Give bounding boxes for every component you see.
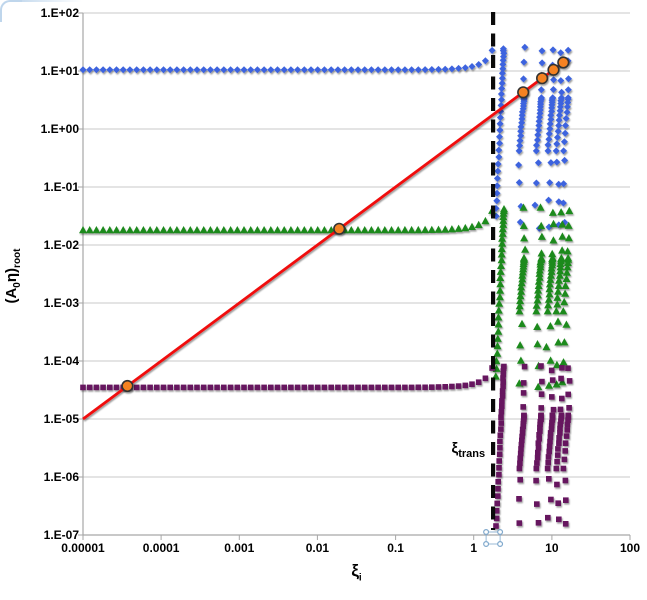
x-tick-label: 0.01: [305, 541, 330, 555]
y-tick-label: 1.E-01: [43, 180, 79, 194]
x-tick-label: 0.1: [387, 541, 404, 555]
y-tick-label: 1.E-02: [43, 238, 79, 252]
x-tick-label: 0.0001: [142, 541, 180, 555]
x-axis-title: ξi: [351, 561, 362, 584]
y-tick-label: 1.E-05: [43, 412, 79, 426]
y-tick-label: 1.E+00: [40, 122, 79, 136]
xi-trans-label: ξtrans: [451, 440, 486, 460]
y-tick-label: 1.E-07: [43, 528, 79, 542]
series-third-root-squares: [80, 363, 573, 529]
axes: [78, 12, 631, 540]
y-tick-label: 1.E-04: [43, 354, 79, 368]
x-tick-label: 100: [619, 541, 641, 555]
intersection-points: [121, 56, 570, 393]
y-tick-label: 1.E+01: [40, 64, 79, 78]
y-tick-label: 1.E-06: [43, 470, 79, 484]
red-trend-line: [82, 61, 565, 421]
window-corner-decoration: [0, 0, 22, 22]
y-tick-label: 1.E+02: [40, 6, 79, 20]
series-second-root-triangles: [79, 203, 574, 390]
y-axis-title: (A0η)root: [3, 248, 23, 304]
x-tick-label: 0.001: [224, 541, 255, 555]
x-tick-label: 10: [545, 541, 559, 555]
y-tick-label: 1.E-03: [43, 296, 79, 310]
gridlines: [83, 12, 630, 478]
selection-handles[interactable]: [483, 528, 504, 547]
x-tick-label: 0.00001: [61, 541, 105, 555]
series-first-root-diamonds: [79, 43, 572, 232]
window-top-edge: [12, 0, 82, 2]
x-tick-label: 1: [470, 541, 478, 555]
